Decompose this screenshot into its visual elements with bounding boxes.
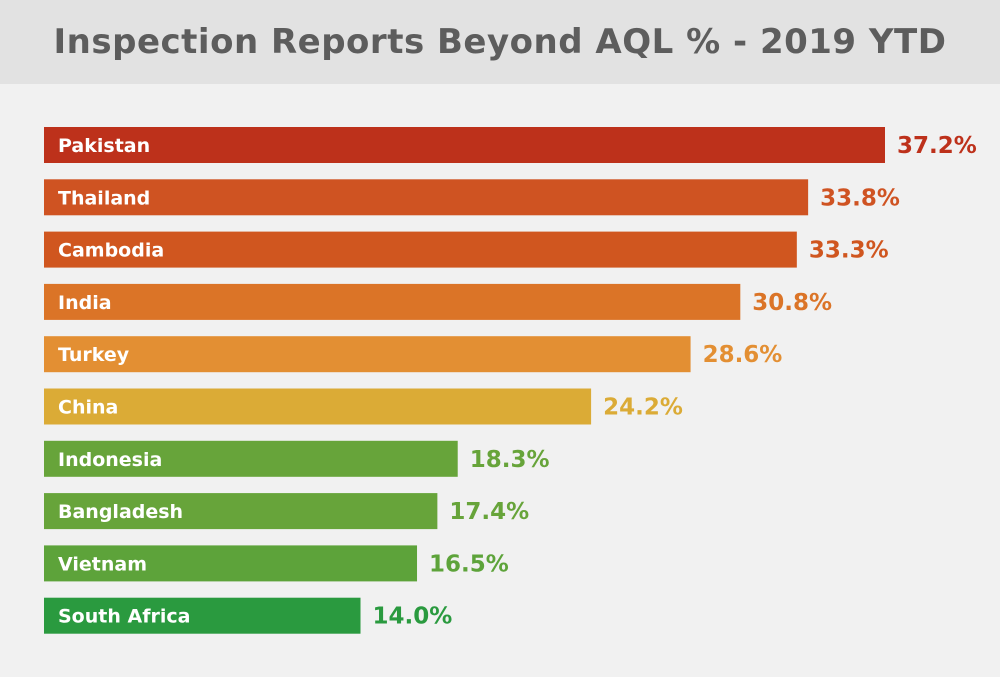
category-label: China: [58, 397, 118, 419]
value-label: 24.2%: [603, 395, 683, 421]
chart-title: Inspection Reports Beyond AQL % - 2019 Y…: [53, 22, 947, 62]
category-label: Turkey: [58, 344, 130, 366]
value-label: 37.2%: [897, 133, 977, 159]
bar-india: [44, 283, 741, 320]
bar-bangladesh: [44, 493, 438, 530]
value-label: 30.8%: [752, 290, 832, 316]
category-label: Pakistan: [58, 135, 150, 157]
bar-indonesia: [44, 440, 458, 477]
category-label: Cambodia: [58, 240, 164, 262]
category-label: Thailand: [58, 187, 150, 209]
category-label: Vietnam: [58, 553, 147, 575]
bar-turkey: [44, 336, 691, 373]
bar-china: [44, 388, 592, 425]
bar-south-africa: [44, 597, 361, 634]
value-label: 28.6%: [703, 342, 783, 368]
value-label: 17.4%: [449, 499, 529, 525]
category-label: Indonesia: [58, 449, 162, 471]
bar-vietnam: [44, 545, 418, 582]
category-label: Bangladesh: [58, 501, 183, 523]
category-label: South Africa: [58, 606, 190, 628]
value-label: 33.3%: [809, 238, 889, 264]
title-band: Inspection Reports Beyond AQL % - 2019 Y…: [0, 0, 1000, 84]
bar-pakistan: [44, 127, 885, 163]
value-label: 16.5%: [429, 551, 509, 577]
bar-thailand: [44, 179, 809, 216]
value-label: 18.3%: [470, 447, 550, 473]
bar-cambodia: [44, 231, 797, 268]
value-label: 14.0%: [373, 604, 453, 630]
category-label: India: [58, 292, 112, 314]
value-label: 33.8%: [820, 185, 900, 211]
